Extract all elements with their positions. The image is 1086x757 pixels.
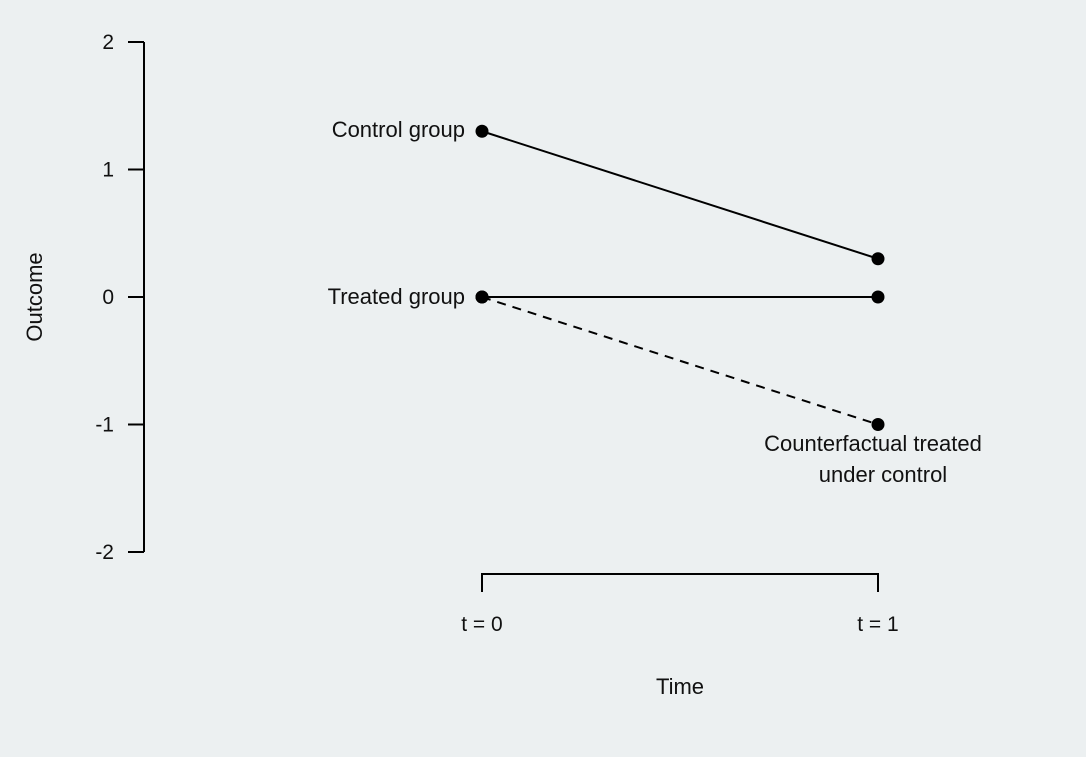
annotation-treated-group: Treated group <box>328 284 465 309</box>
y-tick-label: 0 <box>102 286 114 309</box>
y-tick-label: -1 <box>95 414 114 437</box>
y-axis-title: Outcome <box>22 252 47 341</box>
series-point-1-1 <box>871 290 885 304</box>
series-point-2-0 <box>475 290 489 304</box>
series-point-0-1 <box>871 252 885 266</box>
series-layer <box>475 124 885 431</box>
x-tick-label: t = 0 <box>461 613 502 636</box>
y-tick-label: 2 <box>102 31 114 54</box>
series-line-2 <box>481 296 879 426</box>
series-point-0-0 <box>475 124 489 138</box>
annotation-counterfactual-line1: Counterfactual treated <box>764 431 982 456</box>
y-ticks: 2 1 0 -1 -2 <box>95 31 144 564</box>
y-tick-label: 1 <box>102 159 114 182</box>
x-tick-label: t = 1 <box>857 613 898 636</box>
series-line-0 <box>481 130 879 260</box>
y-tick-label: -2 <box>95 541 114 564</box>
annotation-counterfactual-line2: under control <box>819 462 947 487</box>
series-point-2-1 <box>871 418 885 431</box>
annotation-control-group: Control group <box>332 117 465 142</box>
x-axis-title: Time <box>656 674 704 699</box>
x-axis-line <box>481 573 879 592</box>
x-ticks: t = 0 t = 1 <box>461 613 898 636</box>
